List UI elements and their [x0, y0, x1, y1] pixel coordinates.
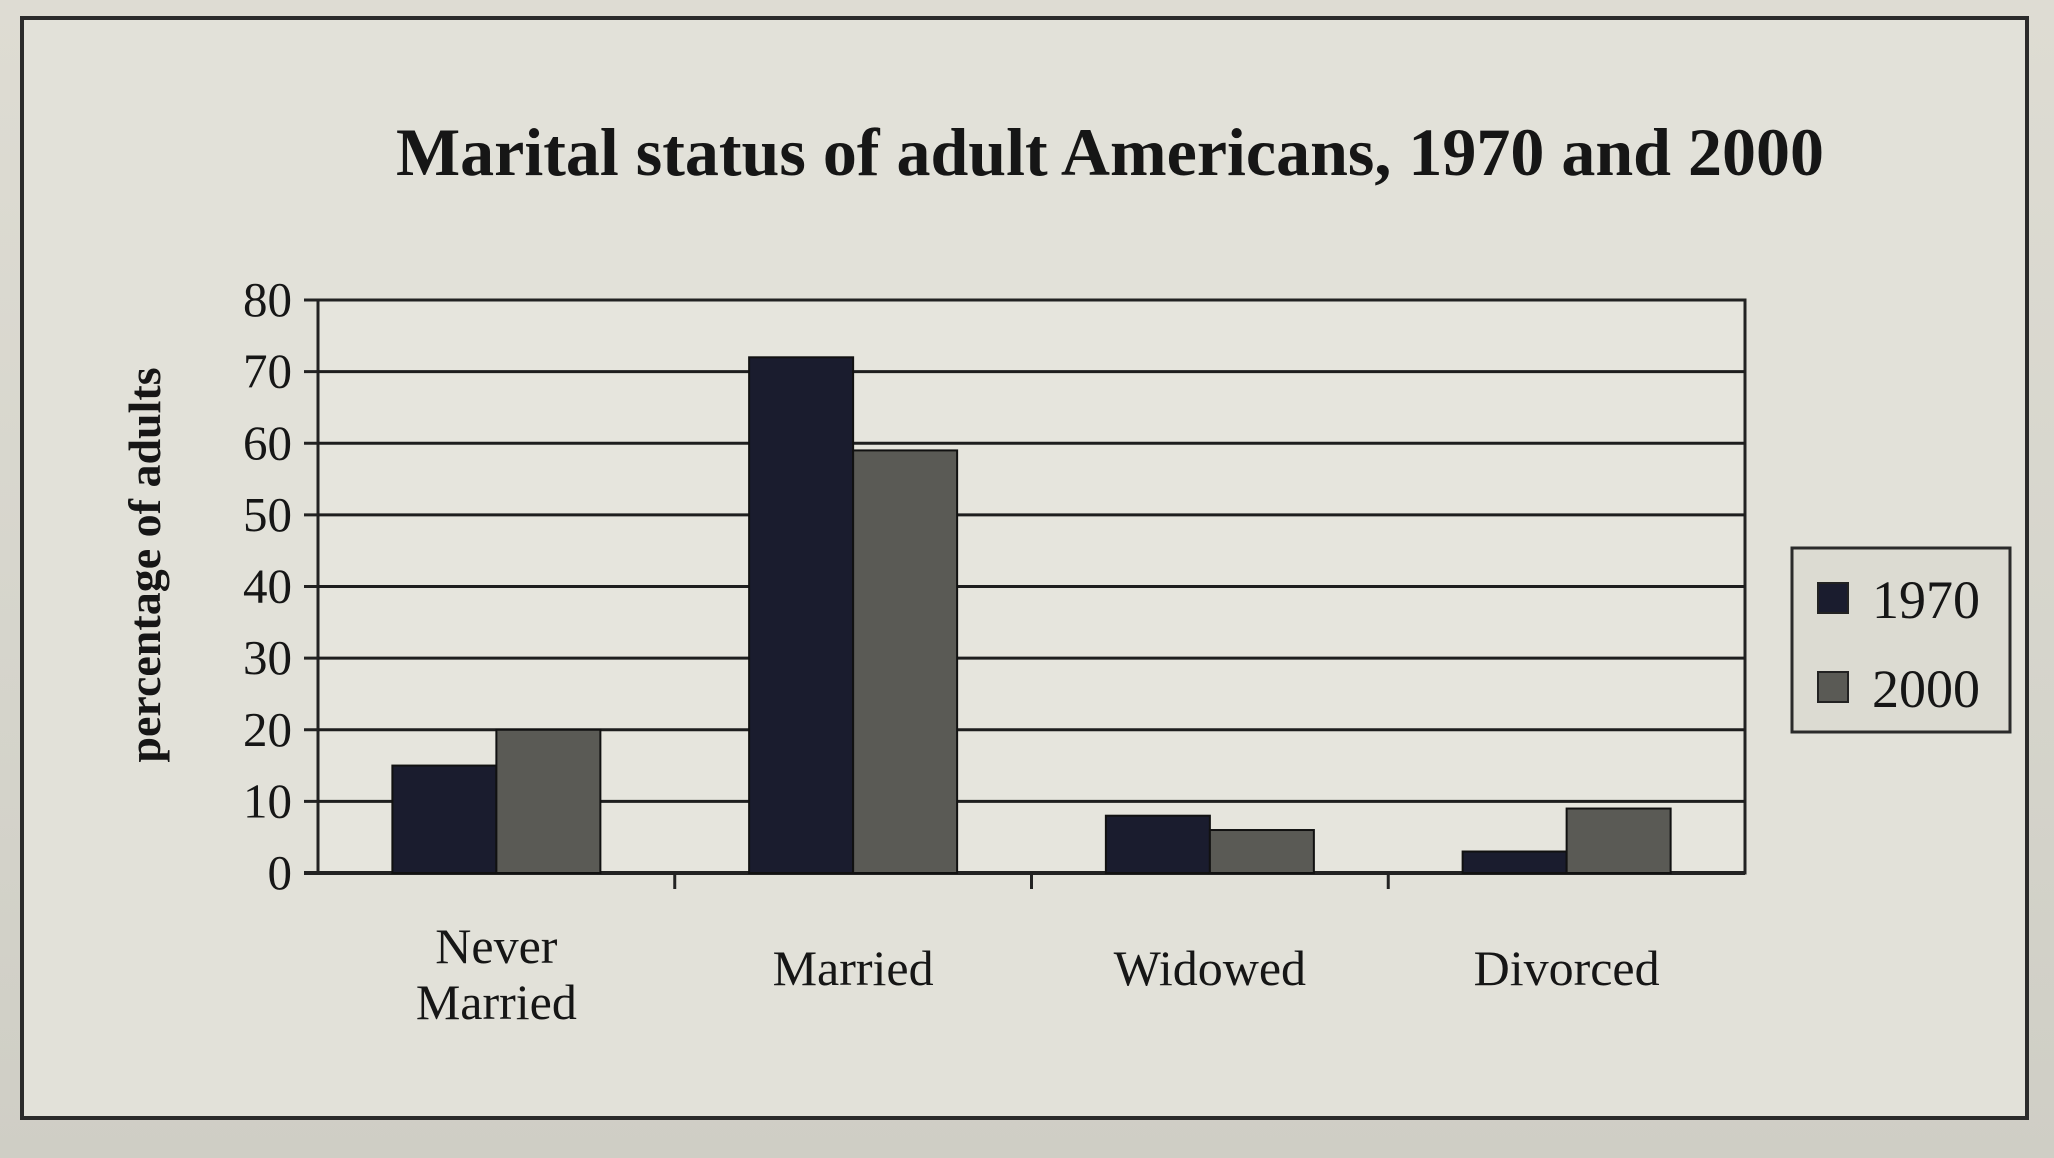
y-tick-label: 80	[243, 272, 292, 327]
bar-2000-married	[852, 449, 959, 874]
legend-label-1970: 1970	[1872, 570, 1980, 630]
y-tick-label: 60	[243, 415, 292, 470]
bar-1970-never-married	[391, 764, 498, 874]
y-tick-label: 20	[243, 702, 292, 757]
y-tick-label: 50	[243, 487, 292, 542]
y-tick-label: 0	[268, 845, 293, 900]
bar-1970-widowed	[1104, 814, 1211, 875]
bar-2000-divorced	[1565, 807, 1672, 874]
legend-swatch-1970	[1817, 582, 1849, 614]
x-category-label: Married	[773, 940, 934, 996]
bar-1970-married	[748, 356, 855, 874]
x-category-label: Divorced	[1474, 940, 1660, 996]
legend-label-2000: 2000	[1872, 659, 1980, 719]
legend-swatch-2000	[1817, 671, 1849, 703]
x-category-label: Never	[435, 918, 557, 974]
legend: 1970 2000	[1790, 546, 2012, 734]
y-tick-label: 70	[243, 344, 292, 399]
chart-title: Marital status of adult Americans, 1970 …	[396, 114, 1824, 190]
y-tick-label: 30	[243, 630, 292, 685]
y-tick-label: 10	[243, 773, 292, 828]
bar-2000-widowed	[1208, 829, 1315, 875]
bar-2000-never-married	[495, 728, 602, 874]
x-category-label: Widowed	[1114, 940, 1306, 996]
bar-1970-divorced	[1461, 850, 1568, 875]
y-axis-label: percentage of adults	[119, 367, 170, 762]
y-tick-label: 40	[243, 559, 292, 614]
x-category-label: Married	[416, 974, 577, 1030]
